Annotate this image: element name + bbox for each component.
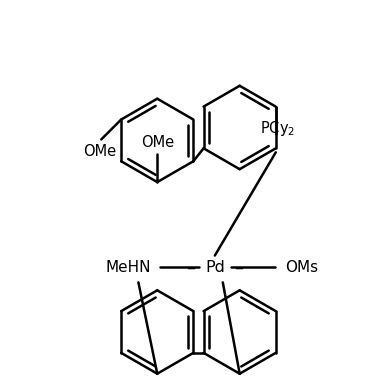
Text: Pd: Pd [205, 260, 225, 275]
Text: –: – [234, 258, 243, 277]
Text: OMe: OMe [141, 135, 174, 150]
Text: –: – [187, 258, 196, 277]
Text: MeHN: MeHN [106, 260, 151, 275]
Text: PCy$_2$: PCy$_2$ [260, 120, 295, 139]
Text: OMe: OMe [83, 144, 116, 159]
Text: OMs: OMs [285, 260, 318, 275]
